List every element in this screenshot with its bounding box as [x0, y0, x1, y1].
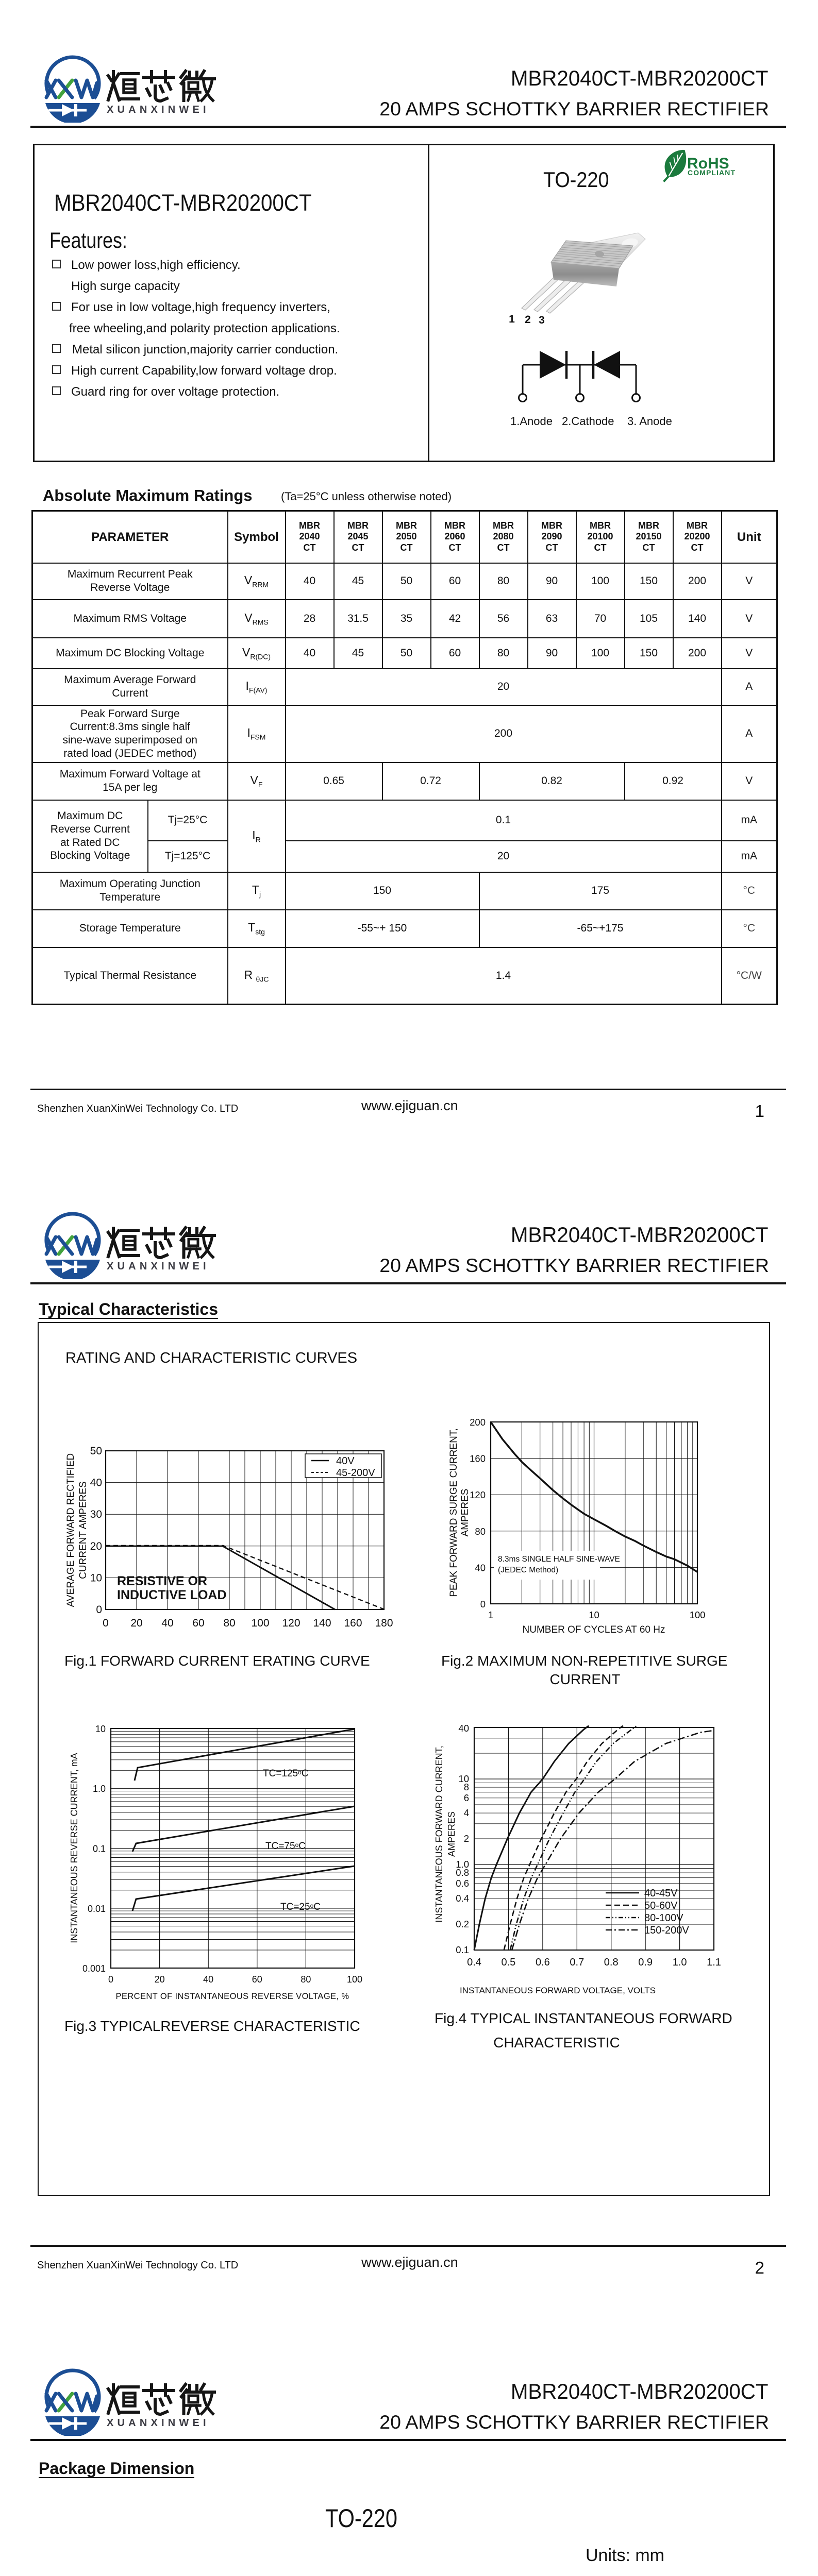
svg-text:0.8: 0.8 [604, 1957, 619, 1968]
svg-text:3. Anode: 3. Anode [627, 415, 672, 428]
svg-text:0.4: 0.4 [456, 1893, 469, 1904]
svg-text:0.6: 0.6 [536, 1957, 550, 1968]
svg-text:Fig.4 TYPICAL INSTANTANEOUS FO: Fig.4 TYPICAL INSTANTANEOUS FORWARD [435, 2010, 732, 2026]
svg-text:20: 20 [90, 1540, 102, 1552]
svg-text:RESISTIVE OR: RESISTIVE OR [117, 1574, 207, 1588]
svg-text:TC=125oC: TC=125oC [263, 1768, 309, 1779]
svg-text:0.7: 0.7 [570, 1957, 584, 1968]
svg-text:INSTANTANEOUS REVERSE CURRENT,: INSTANTANEOUS REVERSE CURRENT, mA [69, 1753, 79, 1943]
svg-text:AMPERES: AMPERES [460, 1489, 471, 1537]
svg-text:INDUCTIVE LOAD: INDUCTIVE LOAD [117, 1588, 227, 1602]
svg-text:40: 40 [161, 1617, 173, 1629]
svg-text:120: 120 [470, 1489, 486, 1500]
svg-text:100: 100 [251, 1617, 269, 1629]
svg-text:100: 100 [690, 1609, 706, 1620]
svg-text:160: 160 [470, 1453, 486, 1464]
svg-text:80: 80 [475, 1526, 486, 1537]
svg-text:80-100V: 80-100V [644, 1912, 683, 1924]
svg-text:160: 160 [344, 1617, 362, 1629]
svg-text:XUANXINWEI: XUANXINWEI [107, 104, 210, 115]
svg-text:PEAK FORWARD SURGE CURRENT,: PEAK FORWARD SURGE CURRENT, [448, 1428, 459, 1597]
svg-text:20: 20 [130, 1617, 142, 1629]
svg-text:0.9: 0.9 [638, 1957, 653, 1968]
svg-text:10: 10 [90, 1572, 102, 1584]
svg-text:80: 80 [301, 1974, 311, 1985]
svg-text:Fig.1 FORWARD CURRENT ERATING: Fig.1 FORWARD CURRENT ERATING CURVE [64, 1653, 370, 1669]
svg-text:0: 0 [103, 1617, 109, 1629]
svg-text:PERCENT OF INSTANTANEOUS REVER: PERCENT OF INSTANTANEOUS REVERSE VOLTAGE… [116, 1992, 349, 2001]
svg-text:1.0: 1.0 [456, 1859, 469, 1870]
svg-text:CURRENT: CURRENT [550, 1671, 621, 1687]
svg-text:0.2: 0.2 [456, 1919, 469, 1929]
svg-text:INSTANTANEOUS FORWARD VOLTAGE,: INSTANTANEOUS FORWARD VOLTAGE, VOLTS [460, 1986, 656, 1995]
svg-text:8.3ms SINGLE HALF SINE-WAVE: 8.3ms SINGLE HALF SINE-WAVE [498, 1555, 620, 1564]
svg-text:140: 140 [313, 1617, 331, 1629]
svg-text:NUMBER OF CYCLES AT 60 Hz: NUMBER OF CYCLES AT 60 Hz [523, 1624, 665, 1635]
svg-text:CHARACTERISTIC: CHARACTERISTIC [493, 2035, 620, 2050]
svg-text:60: 60 [252, 1974, 262, 1985]
svg-text:XUANXINWEI: XUANXINWEI [107, 1261, 210, 1272]
svg-text:TC=25oC: TC=25oC [280, 1902, 321, 1912]
svg-text:10: 10 [95, 1724, 106, 1734]
svg-text:20: 20 [155, 1974, 165, 1985]
svg-text:RoHS: RoHS [687, 155, 729, 172]
svg-text:COMPLIANT: COMPLIANT [688, 168, 736, 177]
svg-text:0.1: 0.1 [93, 1844, 106, 1854]
svg-text:AMPERES: AMPERES [446, 1811, 457, 1857]
svg-text:CURRENT AMPERES: CURRENT AMPERES [78, 1481, 89, 1579]
svg-text:2: 2 [464, 1833, 469, 1844]
svg-text:Fig.3 TYPICALREVERSE CHARACTER: Fig.3 TYPICALREVERSE CHARACTERISTIC [64, 2018, 360, 2034]
svg-text:180: 180 [375, 1617, 393, 1629]
svg-text:0.5: 0.5 [501, 1957, 515, 1968]
svg-text:XUANXINWEI: XUANXINWEI [107, 2417, 210, 2429]
svg-text:10: 10 [589, 1609, 599, 1620]
svg-text:2: 2 [525, 314, 531, 326]
svg-text:6: 6 [464, 1792, 469, 1803]
svg-text:8: 8 [464, 1782, 469, 1792]
svg-text:0: 0 [96, 1604, 102, 1616]
svg-text:100: 100 [347, 1974, 362, 1985]
svg-text:2.Cathode: 2.Cathode [562, 415, 614, 428]
svg-text:0.4: 0.4 [467, 1957, 481, 1968]
svg-text:0.001: 0.001 [82, 1963, 106, 1974]
svg-text:40: 40 [203, 1974, 213, 1985]
svg-text:INSTANTANEOUS FORWARD CURRENT,: INSTANTANEOUS FORWARD CURRENT, [434, 1745, 444, 1922]
svg-text:1.Anode: 1.Anode [510, 415, 553, 428]
svg-text:Fig.2 MAXIMUM NON-REPETITIVE S: Fig.2 MAXIMUM NON-REPETITIVE SURGE [441, 1653, 727, 1669]
svg-text:40: 40 [475, 1562, 486, 1573]
svg-text:1.0: 1.0 [673, 1957, 687, 1968]
svg-text:50: 50 [90, 1445, 102, 1457]
svg-text:1.0: 1.0 [93, 1784, 106, 1794]
svg-text:1: 1 [488, 1609, 493, 1620]
svg-text:120: 120 [282, 1617, 300, 1629]
svg-text:40-45V: 40-45V [644, 1888, 678, 1899]
svg-text:80: 80 [223, 1617, 235, 1629]
svg-text:3: 3 [539, 314, 545, 326]
svg-text:30: 30 [90, 1509, 102, 1520]
svg-text:1.1: 1.1 [707, 1957, 721, 1968]
svg-text:50-60V: 50-60V [644, 1900, 678, 1911]
svg-text:0.01: 0.01 [88, 1904, 106, 1914]
svg-text:10: 10 [458, 1773, 469, 1784]
svg-text:4: 4 [464, 1807, 469, 1818]
svg-text:0: 0 [108, 1974, 113, 1985]
svg-text:150-200V: 150-200V [644, 1925, 689, 1936]
svg-text:TC=75oC: TC=75oC [265, 1841, 306, 1852]
svg-text:0: 0 [480, 1599, 486, 1609]
svg-text:0.6: 0.6 [456, 1878, 469, 1889]
svg-text:AVERAGE FORWARD RECTIFIED: AVERAGE FORWARD RECTIFIED [65, 1453, 76, 1607]
svg-text:0.1: 0.1 [456, 1944, 469, 1955]
svg-text:200: 200 [470, 1417, 486, 1428]
svg-text:60: 60 [192, 1617, 204, 1629]
svg-text:40: 40 [458, 1723, 469, 1734]
svg-text:1: 1 [509, 313, 515, 325]
svg-text:(JEDEC Method): (JEDEC Method) [498, 1566, 558, 1574]
svg-text:45-200V: 45-200V [336, 1467, 375, 1479]
svg-text:0.8: 0.8 [456, 1867, 469, 1878]
svg-text:40V: 40V [336, 1455, 355, 1467]
svg-text:40: 40 [90, 1477, 102, 1489]
